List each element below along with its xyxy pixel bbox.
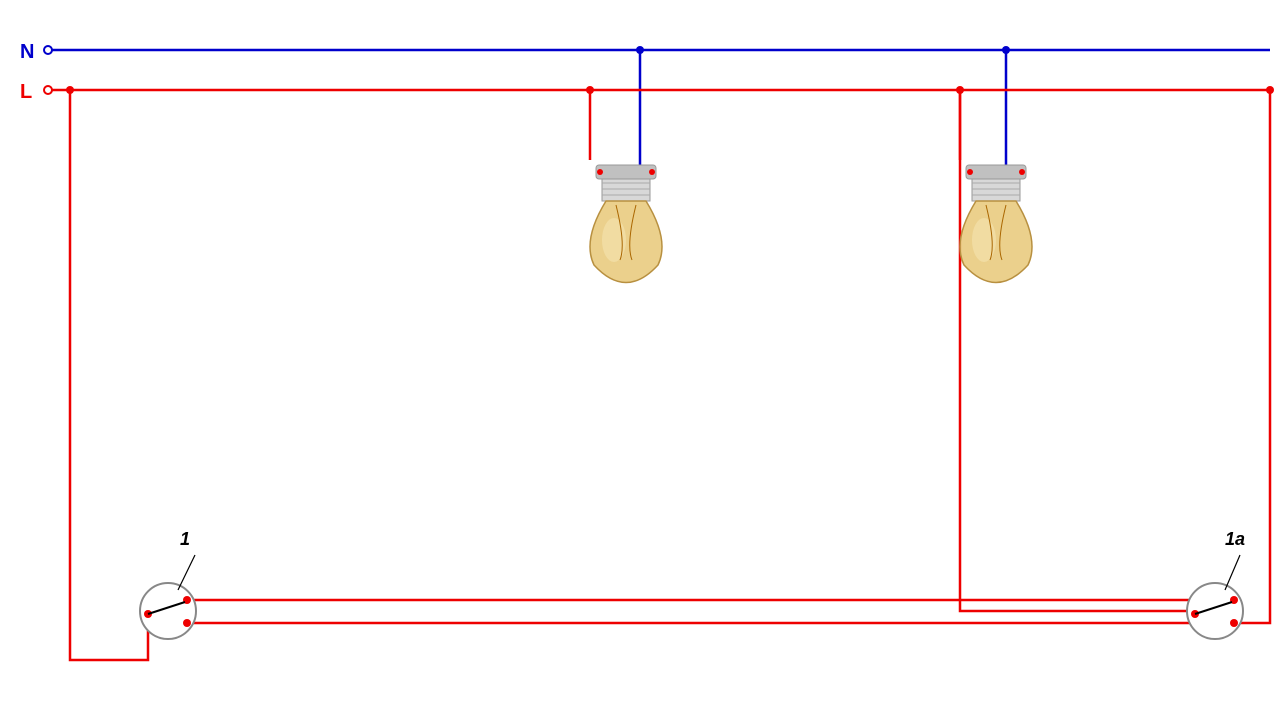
live-terminal [44,86,52,94]
live-junction [1266,86,1274,94]
bulb-icon [590,165,662,283]
neutral-terminal [44,46,52,54]
two-way-switch [1187,555,1243,639]
neutral-junction [1002,46,1010,54]
two-way-switch [140,555,196,639]
live-junction [586,86,594,94]
live-junction [66,86,74,94]
live-label: L [20,81,32,103]
switch-label: 1a [1225,529,1245,549]
circuit-diagram: NL 1 1a [0,0,1280,720]
neutral-label: N [20,41,34,63]
live-wire [188,90,1270,623]
live-wire [70,90,148,660]
neutral-junction [636,46,644,54]
bulb-icon [960,165,1032,283]
switch-label: 1 [180,529,190,549]
live-junction [956,86,964,94]
